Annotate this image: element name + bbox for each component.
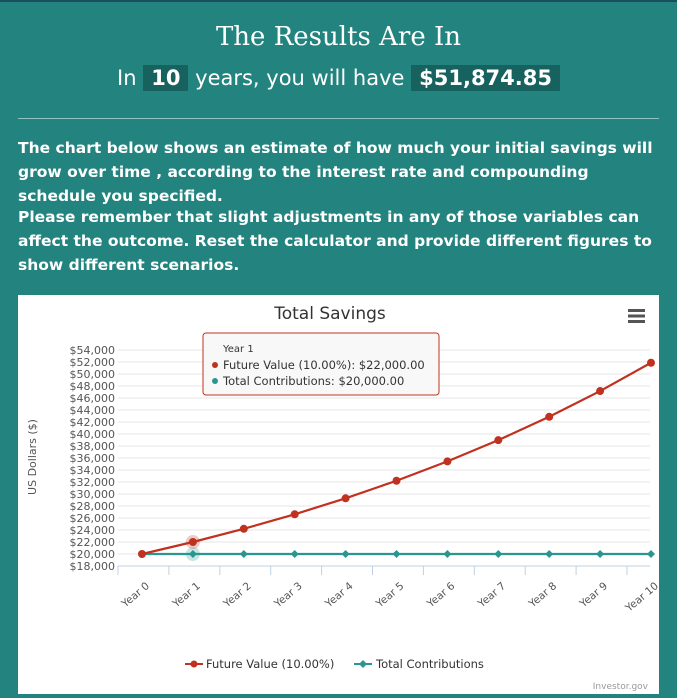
data-point bbox=[647, 550, 655, 558]
chart-title: Total Savings bbox=[273, 304, 386, 324]
data-point bbox=[443, 457, 452, 466]
y-tick-label: $22,000 bbox=[70, 536, 116, 549]
x-tick-label: Year 8 bbox=[526, 580, 559, 611]
data-point bbox=[647, 358, 655, 367]
x-tick-label: Year 4 bbox=[322, 580, 355, 611]
x-tick-label: Year 2 bbox=[221, 580, 254, 611]
legend[interactable]: Future Value (10.00%) Total Contribution… bbox=[185, 657, 484, 671]
data-point bbox=[596, 387, 605, 396]
data-point bbox=[443, 550, 452, 558]
result-summary: In 10 years, you will have $51,874.85 bbox=[0, 65, 677, 91]
chart-card: Total Savings US Dollars ($) $18,000 $20,… bbox=[18, 295, 661, 694]
tooltip-title: Year 1 bbox=[222, 344, 254, 355]
legend-total-contributions[interactable]: Total Contributions bbox=[375, 657, 484, 671]
y-tick-label: $20,000 bbox=[70, 548, 116, 561]
y-tick-label: $42,000 bbox=[70, 416, 116, 429]
y-tick-label: $32,000 bbox=[70, 476, 116, 489]
years-value: 10 bbox=[143, 65, 189, 91]
data-point bbox=[138, 550, 146, 558]
data-point bbox=[188, 538, 197, 546]
x-tick-label: Year 1 bbox=[170, 580, 203, 611]
data-point bbox=[596, 550, 605, 558]
x-tick-label: Year 7 bbox=[475, 580, 508, 611]
y-tick-label: $24,000 bbox=[70, 524, 116, 537]
y-tick-label: $40,000 bbox=[70, 428, 116, 441]
data-point bbox=[239, 550, 248, 558]
middle: years, you will have bbox=[195, 66, 405, 90]
paragraph-1: The chart below shows an estimate of how… bbox=[18, 139, 653, 205]
y-tick-label: $54,000 bbox=[70, 344, 116, 357]
total-savings-chart: Total Savings US Dollars ($) $18,000$20,… bbox=[26, 304, 661, 692]
x-tick-label: Year 6 bbox=[424, 580, 457, 611]
y-tick-label: $38,000 bbox=[70, 440, 116, 453]
x-tick-label: Year 5 bbox=[373, 580, 406, 611]
data-point bbox=[290, 550, 299, 558]
data-point bbox=[239, 524, 248, 533]
data-point bbox=[392, 550, 401, 558]
credit: Investor.gov bbox=[593, 682, 649, 692]
page-title: The Results Are In bbox=[215, 22, 462, 52]
x-tick-label: Year 3 bbox=[271, 580, 304, 611]
y-tick-label: $36,000 bbox=[70, 452, 116, 465]
data-point bbox=[392, 476, 401, 485]
y-tick-label: $50,000 bbox=[70, 368, 116, 381]
y-tick-label: $46,000 bbox=[70, 392, 116, 405]
paragraph-2: Please remember that slight adjustments … bbox=[18, 208, 652, 274]
data-point bbox=[494, 436, 503, 445]
data-point bbox=[290, 510, 299, 519]
data-point bbox=[545, 412, 554, 421]
divider bbox=[18, 118, 659, 119]
x-tick-label: Year 9 bbox=[577, 580, 610, 611]
data-point bbox=[341, 550, 350, 558]
y-tick-label: $28,000 bbox=[70, 500, 116, 513]
data-point bbox=[494, 550, 503, 558]
y-tick-label: $18,000 bbox=[70, 560, 116, 573]
y-axis-label: US Dollars ($) bbox=[26, 419, 39, 495]
tooltip-line1: Future Value (10.00%): $22,000.00 bbox=[223, 358, 425, 372]
tooltip: Year 1 Future Value (10.00%): $22,000.00… bbox=[202, 332, 440, 396]
prefix: In bbox=[117, 66, 137, 90]
tooltip-line2: Total Contributions: $20,000.00 bbox=[222, 374, 404, 388]
y-tick-label: $44,000 bbox=[70, 404, 116, 417]
menu-icon[interactable] bbox=[628, 309, 645, 323]
data-point bbox=[188, 550, 197, 558]
data-point bbox=[545, 550, 554, 558]
data-point bbox=[341, 494, 350, 503]
y-tick-label: $48,000 bbox=[70, 380, 116, 393]
x-tick-label: Year 0 bbox=[119, 580, 152, 611]
x-tick-label: Year 10 bbox=[623, 580, 659, 615]
y-tick-label: $26,000 bbox=[70, 512, 116, 525]
amount-value: $51,874.85 bbox=[411, 65, 560, 91]
y-tick-label: $52,000 bbox=[70, 356, 116, 369]
y-tick-label: $34,000 bbox=[70, 464, 116, 477]
legend-future-value[interactable]: Future Value (10.00%) bbox=[206, 657, 334, 671]
y-tick-label: $30,000 bbox=[70, 488, 116, 501]
